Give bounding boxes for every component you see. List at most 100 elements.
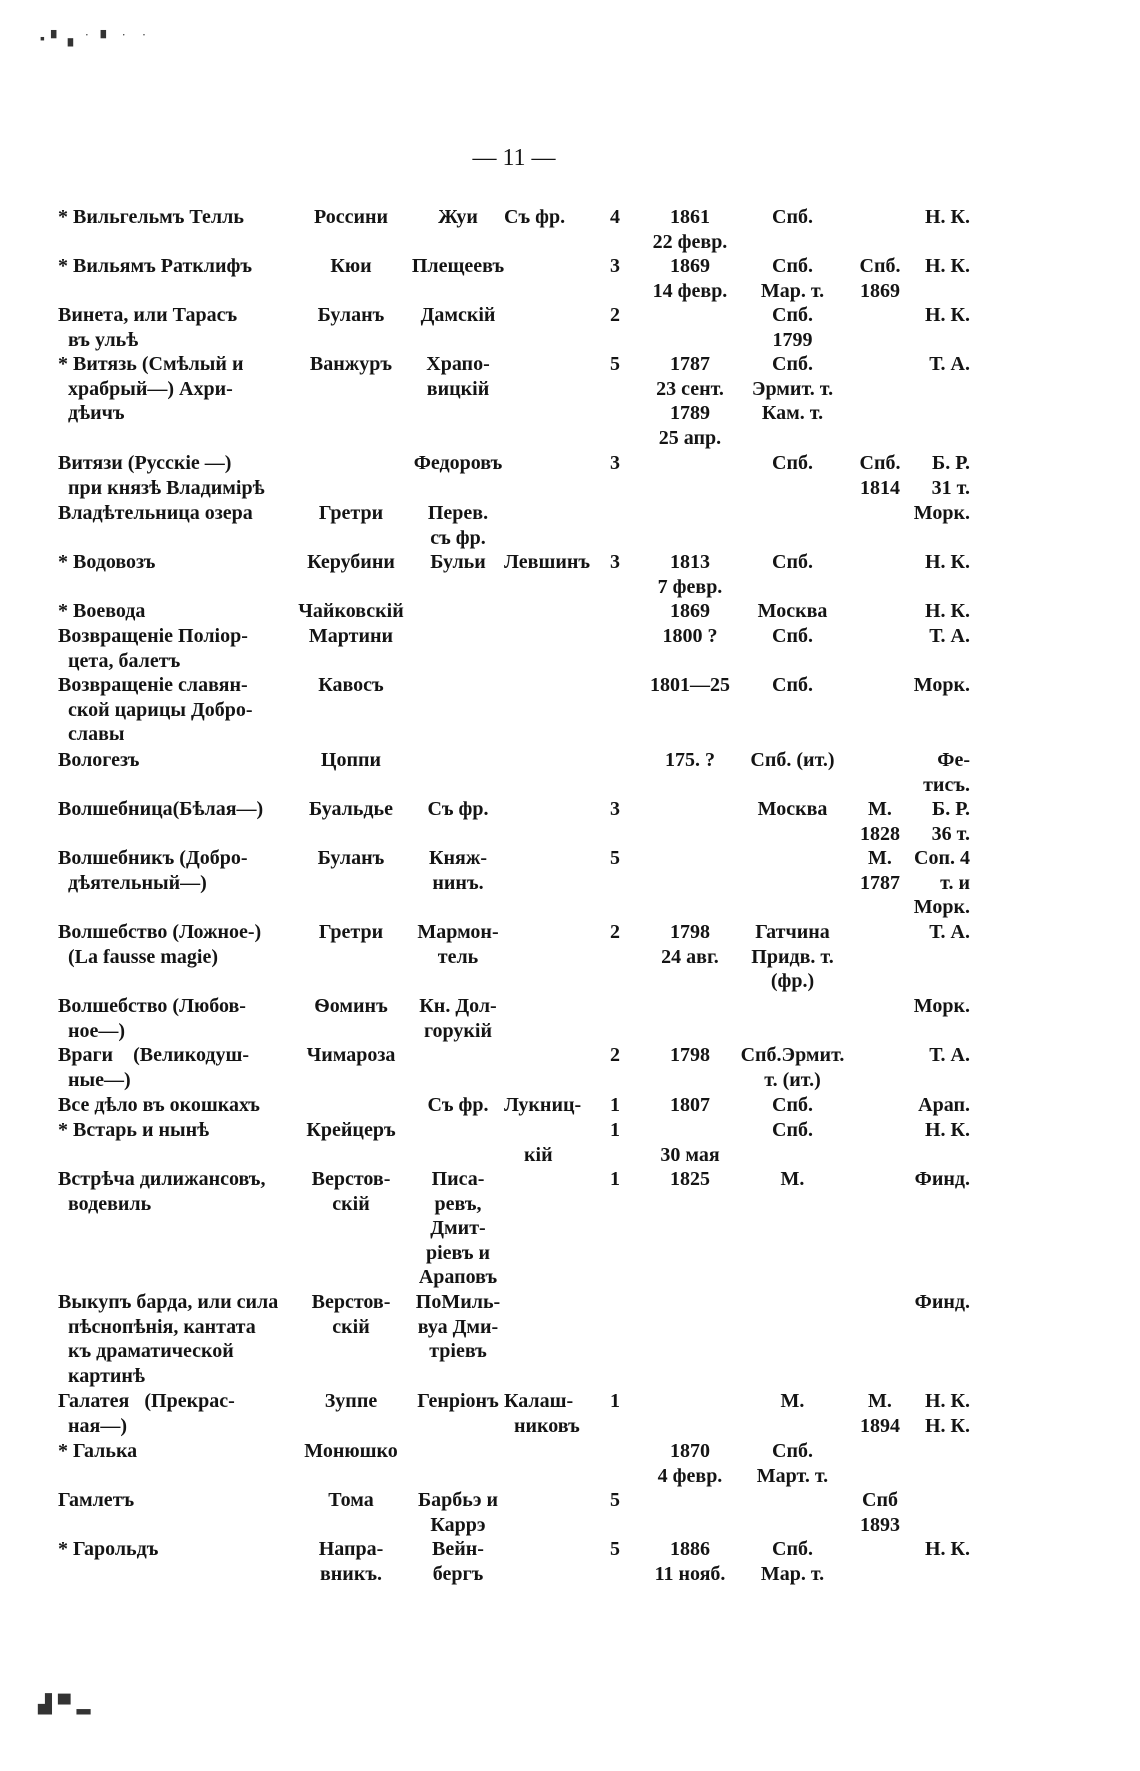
- table-row: * Водовозъ Керубини Бульи Левшинъ 3 1813 7 фе…: [0, 550, 1140, 598]
- cell-title: * Галька: [58, 1440, 138, 1462]
- cell-composer: Гретри: [318, 921, 384, 943]
- table-row: * Витязь (Смѣлый и храбрый—) Ахри- дѣичъ…: [0, 352, 1140, 449]
- cell-place: Спб.: [772, 452, 813, 474]
- cell-place: Спб. Эрмит. т. Кам. т.: [751, 353, 834, 424]
- cell-place: Спб. Мар. т.: [760, 1538, 825, 1585]
- cell-acts: 1: [610, 1390, 620, 1412]
- cell-place: Спб.: [772, 674, 813, 696]
- cell-date: 1825: [670, 1168, 710, 1190]
- cell-librettist: Съ фр.: [427, 798, 489, 820]
- cell-acts: 5: [610, 1489, 620, 1511]
- scan-mark: ▟▀▂: [38, 1694, 97, 1714]
- table-row: Возвращеніе славян- ской царицы Добро- с…: [0, 673, 1140, 745]
- cell-composer: Россини: [313, 206, 389, 228]
- cell-composer: Кюи: [330, 255, 372, 277]
- table-row: Встрѣча дилижансовъ, водевиль Верстов- ск…: [0, 1167, 1140, 1288]
- cell-title: Возвращеніе Поліор- цета, балетъ: [58, 625, 248, 672]
- cell-place: М.: [780, 1390, 805, 1412]
- cell-composer: Тома: [328, 1489, 374, 1511]
- cell-title: * Витязь (Смѣлый и храбрый—) Ахри- дѣичъ: [58, 353, 244, 424]
- cell-composer: Цоппи: [320, 749, 382, 771]
- table-row: Гамлетъ Тома Барбьэ и Каррэ 5 Спб 1893: [0, 1488, 1140, 1536]
- cell-title: Владѣтельница озера: [58, 502, 253, 524]
- cell-librettist: Храпо- вицкій: [426, 353, 490, 400]
- cell-composer: Буланъ: [317, 304, 385, 326]
- cell-title: Вологезъ: [58, 749, 140, 771]
- cell-librettist: Жуи: [438, 206, 478, 228]
- table-row: Галатея (Прекрас- ная—) Зуппе Генріонъ Кала…: [0, 1389, 1140, 1437]
- table-row: Владѣтельница озера Гретри Перев. съ фр. Мо…: [0, 501, 1140, 549]
- cell-librettist: Мармон- тель: [417, 921, 499, 968]
- cell-translator: кій: [524, 1143, 553, 1166]
- cell-composer: Верстов- скій: [311, 1168, 391, 1215]
- cell-title: Винета, или Тарасъ въ ульѣ: [58, 304, 238, 351]
- cell-date: 30 мая: [660, 1143, 720, 1166]
- cell-title: Волшебство (Ложное-) (La fausse magie): [58, 921, 262, 968]
- cell-title: * Вильямъ Ратклифъ: [58, 255, 253, 277]
- cell-place: Спб. Мар. т.: [760, 255, 825, 302]
- cell-title: Встрѣча дилижансовъ, водевиль: [58, 1168, 266, 1215]
- cell-acts: 3: [610, 798, 620, 820]
- cell-title: Галатея (Прекрас- ная—): [58, 1390, 235, 1437]
- cell-composer: Верстов- скій: [311, 1291, 391, 1338]
- cell-librettist: Княж- нинъ.: [428, 847, 487, 894]
- cell-librettist: ПоМиль- вуа Дми- тріевъ: [415, 1291, 501, 1362]
- table-row: Витязи (Русскіе —) при князѣ Владимірѣ Фе…: [0, 451, 1140, 499]
- cell-translator: Лукниц-: [504, 1094, 582, 1116]
- cell-librettist: Бульи: [430, 551, 486, 573]
- cell-place: Спб.: [772, 1119, 813, 1141]
- cell-composer: Чайковскій: [298, 600, 404, 622]
- cell-acts: 5: [610, 1538, 620, 1560]
- cell-title: Гамлетъ: [58, 1489, 135, 1511]
- cell-place: Спб.: [772, 1094, 813, 1116]
- cell-source: Б. Р. 36 т.: [931, 798, 970, 845]
- cell-acts: 5: [610, 847, 620, 869]
- cell-librettist: Вейн- бергъ: [432, 1538, 484, 1585]
- cell-composer: Мартини: [308, 625, 394, 647]
- cell-composer: Ѳоминъ: [314, 995, 388, 1017]
- cell-acts: 1: [610, 1094, 620, 1116]
- cell-composer: Кавосъ: [318, 674, 384, 696]
- cell-source: Фе- тисъ.: [923, 749, 970, 796]
- cell-source: Т. А.: [929, 921, 970, 943]
- table-row: * Воевода Чайковскій 1869 Москва Н. К.: [0, 599, 1140, 623]
- cell-src-year: М. 1787: [860, 847, 900, 894]
- cell-title: * Вильгельмъ Телль: [58, 206, 244, 228]
- cell-date: 1813 7 февр.: [657, 551, 723, 598]
- cell-title: Волшебство (Любов- ное—): [58, 995, 246, 1042]
- cell-composer: Напра- вникъ.: [318, 1538, 384, 1585]
- cell-src-year: М. 1828: [860, 798, 900, 845]
- scan-noise: ▪▘▖˙▝ ˙ ˙: [40, 32, 153, 47]
- cell-date: 1869 14 февр.: [652, 255, 728, 302]
- cell-source: Н. К.: [924, 600, 970, 622]
- cell-source: Н. К.: [924, 1538, 970, 1560]
- cell-source: Т. А.: [929, 625, 970, 647]
- cell-composer: Крейцеръ: [306, 1119, 396, 1141]
- page-number: — 11 —: [472, 145, 556, 171]
- cell-place: Спб. (ит.): [750, 749, 835, 771]
- cell-acts: 3: [610, 255, 620, 277]
- cell-composer: Керубини: [307, 551, 395, 573]
- cell-src-year: Спб. 1814: [859, 452, 901, 499]
- cell-acts: 3: [610, 551, 620, 573]
- cell-acts: 4: [610, 206, 620, 228]
- cell-source: Н. К.: [924, 1119, 970, 1141]
- cell-librettist: Писа- ревъ, Дмит- ріевъ и Араповъ: [418, 1168, 498, 1288]
- cell-date: 1800 ?: [662, 625, 718, 647]
- cell-source: Н. К. Н. К.: [924, 1390, 970, 1437]
- cell-translator: Калаш- никовъ: [504, 1390, 580, 1437]
- cell-source: Арап.: [918, 1094, 970, 1116]
- cell-librettist: Съ фр.: [427, 1094, 489, 1116]
- cell-title: * Воевода: [58, 600, 146, 622]
- cell-title: Волшебница(Бѣлая—): [58, 798, 264, 820]
- cell-librettist: Дамскій: [420, 304, 496, 326]
- cell-source: Т. А.: [929, 1044, 970, 1066]
- cell-place: Спб. 1799: [772, 304, 813, 351]
- cell-source: Б. Р. 31 т.: [931, 452, 970, 499]
- cell-date: 1807: [670, 1094, 710, 1116]
- cell-composer: Буальдье: [308, 798, 393, 820]
- cell-source: Н. К.: [924, 255, 970, 277]
- cell-acts: 2: [610, 921, 620, 943]
- table-row: * Вильгельмъ Телль Россини Жуи Съ фр. 4 1861 …: [0, 205, 1140, 253]
- cell-place: Москва: [757, 798, 828, 820]
